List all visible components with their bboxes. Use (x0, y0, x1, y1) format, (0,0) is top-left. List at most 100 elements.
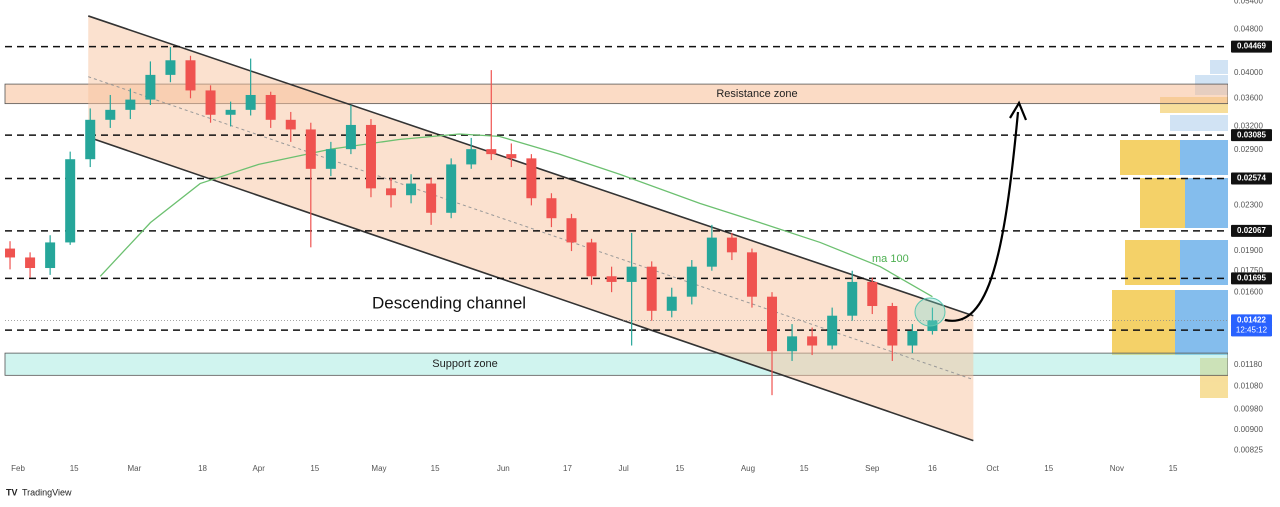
volume-profile (1112, 60, 1228, 398)
level-label: 0.04469 (1237, 42, 1266, 51)
x-tick-label: Aug (741, 464, 755, 473)
y-tick-label: 0.01080 (1234, 381, 1263, 390)
candle-body (706, 237, 717, 267)
y-tick-label: 0.05400 (1234, 0, 1263, 5)
x-tick-label: 18 (198, 464, 207, 473)
y-tick-label: 0.00900 (1234, 425, 1263, 434)
candle-body (787, 336, 798, 352)
candle-body (185, 60, 196, 91)
y-tick-label: 0.03600 (1234, 93, 1263, 102)
candle-body (807, 336, 818, 346)
x-tick-label: 15 (70, 464, 79, 473)
candle-body (245, 94, 256, 110)
level-label: 0.01695 (1237, 273, 1266, 282)
level-label: 0.02574 (1237, 174, 1266, 183)
candle-body (666, 296, 677, 311)
candle-body (285, 119, 296, 130)
profile-bar (1170, 115, 1228, 131)
arrow-head (1009, 100, 1028, 121)
candle-body (386, 188, 397, 196)
y-tick-label: 0.03200 (1234, 122, 1263, 131)
candle-body (867, 281, 878, 307)
candle-body (165, 60, 176, 75)
ma-line (99, 133, 933, 298)
candle-body (726, 237, 737, 253)
level-label: 0.03085 (1237, 130, 1266, 139)
candle-body (85, 119, 96, 160)
candle-body (145, 74, 156, 100)
x-tick-label: Nov (1110, 464, 1124, 473)
channel-fill (88, 15, 974, 441)
zone (4, 352, 1229, 376)
y-tick-label: 0.02900 (1234, 145, 1263, 154)
candle-body (325, 149, 336, 169)
zone-label: Support zone (432, 358, 497, 370)
profile-bar (1125, 240, 1180, 285)
candle-body (466, 149, 477, 165)
x-tick-label: 15 (431, 464, 440, 473)
x-tick-label: 15 (1169, 464, 1178, 473)
channel-label: Descending channel (372, 293, 526, 312)
candle-body (446, 164, 457, 213)
last-price-label: 0.01422 (1237, 315, 1266, 324)
candle-body (746, 252, 757, 297)
axes: 0.044690.030850.025740.020670.016950.013… (11, 0, 1272, 473)
candle-body (586, 242, 597, 277)
x-tick-label: Oct (986, 464, 999, 473)
x-tick-label: 15 (800, 464, 809, 473)
y-tick-label: 0.01180 (1234, 360, 1263, 369)
candle-body (345, 124, 356, 150)
profile-bar (1140, 178, 1185, 228)
candle-body (486, 149, 497, 155)
profile-bar (1180, 140, 1228, 175)
y-tick-label: 0.04000 (1234, 68, 1263, 77)
candle-body (265, 94, 276, 120)
x-tick-label: May (371, 464, 386, 473)
candle-body (25, 257, 36, 269)
level-label: 0.02067 (1237, 226, 1266, 235)
level-tag (1231, 172, 1272, 185)
candle-body (5, 248, 16, 258)
x-tick-label: 15 (1044, 464, 1053, 473)
candle-body (406, 183, 417, 196)
x-tick-label: Apr (252, 464, 265, 473)
brand-logo: TV (6, 487, 18, 497)
candle-body (45, 242, 56, 269)
highlight-circle (914, 297, 946, 327)
x-tick-label: 16 (928, 464, 937, 473)
profile-bar (1200, 358, 1228, 398)
x-tick-label: Jun (497, 464, 510, 473)
level-tag (1231, 272, 1272, 285)
candle-body (65, 159, 76, 243)
plot (5, 15, 1228, 442)
countdown-label: 12:45:12 (1236, 325, 1268, 334)
x-tick-label: Mar (127, 464, 141, 473)
x-tick-label: 17 (563, 464, 572, 473)
y-tick-label: 0.00825 (1234, 446, 1263, 455)
candle-body (847, 281, 858, 316)
profile-bar (1120, 140, 1180, 175)
candle-body (606, 276, 617, 282)
candle-body (365, 124, 376, 189)
projection-arrow (944, 111, 1020, 322)
brand: TradingView (22, 487, 72, 497)
candle-body (546, 198, 557, 219)
candle-body (646, 266, 657, 311)
candle-body (526, 158, 537, 199)
profile-bar (1210, 60, 1228, 74)
level-tag (1231, 40, 1272, 53)
candle-body (105, 109, 116, 120)
candle-body (506, 154, 517, 159)
profile-bar (1112, 290, 1180, 355)
candle-body (907, 331, 918, 346)
candle-body (566, 218, 577, 243)
profile-bar (1175, 290, 1228, 355)
candle-body (305, 129, 316, 169)
y-tick-label: 0.01900 (1234, 246, 1263, 255)
candle-body (887, 306, 898, 346)
level-tag (1231, 224, 1272, 237)
candle-body (827, 315, 838, 346)
x-tick-label: 15 (675, 464, 684, 473)
x-tick-label: 15 (310, 464, 319, 473)
